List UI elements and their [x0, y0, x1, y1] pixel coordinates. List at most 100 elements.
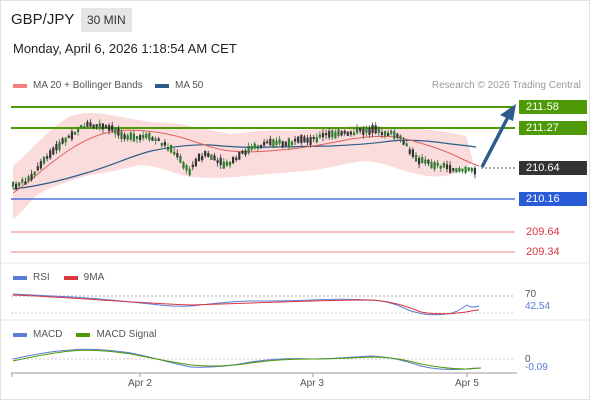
candle-body: [408, 149, 411, 154]
interval-button[interactable]: 30 MIN: [81, 8, 132, 32]
candle-body: [380, 132, 383, 135]
candle-body: [21, 179, 24, 183]
candle-body: [104, 125, 108, 128]
candle-body: [318, 134, 321, 138]
x-label-apr2: Apr 2: [128, 378, 152, 389]
ma20-label: MA 20 + Bollinger Bands: [33, 80, 143, 91]
candle-body: [337, 129, 340, 136]
candle-body: [157, 138, 160, 142]
candle-body: [15, 183, 18, 189]
candle-body: [263, 141, 266, 146]
ma50-label: MA 50: [175, 80, 204, 91]
candle-body: [114, 128, 117, 134]
macd-swatch: [13, 332, 27, 337]
rsi-level-label: 70: [525, 289, 537, 300]
candle-body: [33, 171, 36, 176]
x-label-apr5: Apr 5: [455, 378, 479, 389]
candle-body: [359, 127, 362, 132]
candle-body: [151, 137, 154, 141]
candle-body: [331, 130, 334, 138]
candle-body: [402, 140, 405, 145]
candle-body: [101, 123, 104, 130]
candle-body: [418, 158, 421, 165]
candle-body: [294, 138, 297, 142]
candle-body: [232, 156, 235, 164]
candle-body: [194, 158, 197, 167]
candle-body: [349, 131, 352, 135]
candle-body: [306, 137, 309, 143]
macd-zero-label: 0: [525, 354, 531, 365]
candle-body: [387, 133, 390, 136]
price-tag-s2: 209.64: [519, 225, 587, 239]
macd-legend: MACD MACD Signal: [13, 329, 156, 340]
candle-body: [346, 131, 349, 136]
macd-signal-swatch: [76, 332, 91, 337]
candle-body: [371, 125, 374, 133]
candle-body: [430, 161, 433, 169]
candle-body: [117, 128, 120, 136]
candle-body: [377, 127, 380, 133]
rsi-legend: RSI 9MA: [13, 272, 104, 283]
rsi-ma-line: [12, 294, 480, 315]
candle-body: [55, 143, 58, 151]
candle-body: [278, 139, 281, 144]
x-label-apr3: Apr 3: [300, 378, 324, 389]
price-tag-s3: 209.34: [519, 245, 587, 259]
candle-body: [204, 150, 207, 157]
candle-body: [393, 131, 396, 139]
candle-body: [142, 135, 145, 139]
candle-body: [424, 159, 427, 164]
price-tag-r1-value: 211.27: [526, 122, 559, 134]
candle-body: [126, 135, 129, 140]
candle-body: [179, 156, 182, 163]
candle-body: [61, 138, 64, 144]
candle-body: [98, 123, 101, 128]
candle-body: [321, 133, 325, 138]
macd-line: [12, 348, 482, 371]
candle-body: [312, 137, 315, 140]
candle-body: [374, 125, 377, 134]
candle-body: [449, 165, 452, 173]
candle-body: [129, 132, 132, 140]
timestamp: Monday, April 6, 2026 1:18:54 AM CET: [13, 41, 237, 56]
rsi-label: RSI: [33, 272, 50, 283]
candle-body: [70, 131, 73, 140]
candle-body: [197, 153, 201, 162]
candle-body: [411, 149, 414, 157]
candle-body: [427, 159, 430, 164]
price-tag-r2-value: 211.58: [526, 101, 559, 113]
candle-body: [272, 139, 275, 148]
candle-body: [241, 150, 244, 154]
candle-body: [238, 151, 241, 160]
candle-body: [452, 168, 455, 171]
rsi-ma-swatch: [63, 275, 78, 280]
candle-body: [455, 168, 458, 172]
candle-body: [83, 126, 86, 129]
legend-ma20: MA 20 + Bollinger Bands: [13, 80, 143, 91]
candle-body: [139, 134, 142, 140]
candle-body: [284, 141, 287, 147]
candle-body: [269, 138, 272, 146]
candle-body: [64, 137, 67, 143]
candle-body: [86, 121, 89, 127]
candle-body: [445, 164, 449, 170]
candle-body: [11, 182, 15, 187]
candle-body: [163, 142, 166, 146]
candle-body: [352, 132, 356, 135]
candle-body: [340, 131, 343, 136]
candle-body: [95, 124, 98, 127]
candle-body: [39, 161, 42, 169]
macd-value-label: -0.09: [525, 362, 548, 373]
candle-body: [309, 137, 312, 145]
candle-body: [325, 133, 328, 136]
candle-body: [154, 138, 157, 141]
candle-body: [275, 140, 278, 145]
candle-body: [188, 168, 191, 176]
ma50-line: [12, 139, 477, 190]
candle-body: [111, 125, 114, 131]
candle-body: [30, 173, 33, 180]
candle-body: [148, 132, 151, 141]
candle-body: [67, 135, 70, 138]
candle-body: [170, 144, 173, 153]
candle-body: [213, 155, 216, 161]
